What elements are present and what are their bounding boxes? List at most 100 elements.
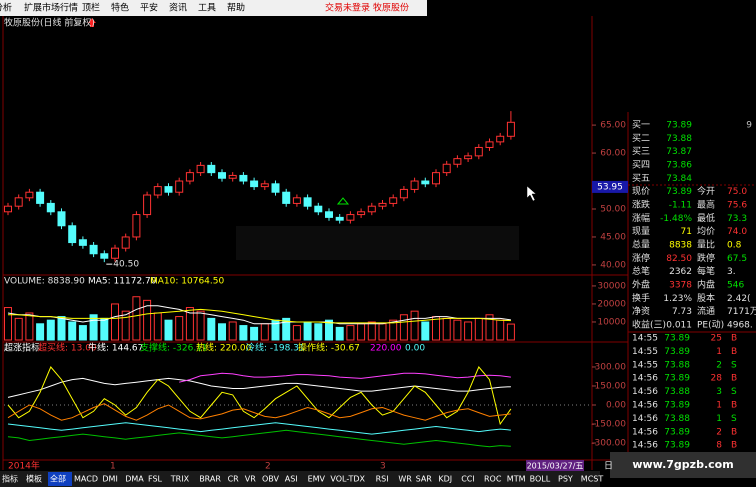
tab[interactable]: BRAR <box>199 475 221 484</box>
candle-body <box>228 174 237 179</box>
menu-item[interactable]: 特色 <box>111 2 129 14</box>
indicator-header: 热线: 220.00 <box>196 342 252 354</box>
tab[interactable]: DMA <box>125 475 144 484</box>
tab[interactable]: MACD <box>74 475 98 484</box>
candle-body <box>68 225 77 244</box>
tab[interactable]: 指标 <box>2 474 18 484</box>
quote-cell: PE(动) <box>697 319 724 330</box>
status-text: 交易未登录 <box>325 2 370 14</box>
volume-bar <box>346 325 355 341</box>
y-tick-label: 150.00 <box>595 381 627 391</box>
overlay-box <box>236 226 519 260</box>
volume-bar <box>185 307 194 341</box>
bid-cell: 73.84 <box>666 174 692 184</box>
tab[interactable]: 全部 <box>50 474 66 484</box>
tab[interactable]: VOL-TDX <box>330 475 365 484</box>
trade-cell: 73.88 <box>664 387 690 397</box>
candle-body <box>325 211 333 218</box>
volume-bar <box>196 310 205 341</box>
tab[interactable]: CCI <box>461 475 475 484</box>
candle-body <box>410 180 419 190</box>
y-tick-label: 60.00 <box>600 149 626 159</box>
tab[interactable]: RSI <box>376 475 389 484</box>
tab[interactable]: SAR <box>416 475 433 484</box>
menu-item[interactable]: 帮助 <box>227 2 245 14</box>
volume-bar <box>111 303 119 341</box>
tab[interactable]: TRIX <box>170 475 190 484</box>
tab[interactable]: MTM <box>507 475 526 484</box>
tab-bar <box>0 471 600 487</box>
tab[interactable]: 模板 <box>26 474 42 484</box>
trade-cell: 73.89 <box>664 374 690 384</box>
trade-cell: B <box>731 441 737 451</box>
trade-cell: 14:55 <box>632 334 658 344</box>
quote-cell: 流通 <box>697 305 715 317</box>
trade-cell: 73.89 <box>664 441 690 451</box>
volume-header: MA5: 11172.70 <box>88 277 157 287</box>
menu-item[interactable]: 工具 <box>198 3 216 14</box>
time-label: 2 <box>265 462 271 472</box>
trade-cell: B <box>731 401 737 411</box>
menu-item[interactable]: 分析 <box>0 2 12 14</box>
quote-cell: 内盘 <box>697 278 715 290</box>
line <box>8 308 511 324</box>
quote-cell: 量比 <box>697 238 715 250</box>
tab[interactable]: FSL <box>148 475 163 484</box>
quote-cell: 涨幅 <box>632 212 650 224</box>
quote-cell: 3378 <box>669 280 692 290</box>
trade-cell: S <box>731 414 737 424</box>
quote-cell: 75.0 <box>727 187 747 197</box>
tab[interactable]: PSY <box>558 475 573 484</box>
bid-cell: 9 <box>746 121 752 131</box>
tab[interactable]: EMV <box>308 475 326 484</box>
y-tick-label: 10000 <box>597 317 626 327</box>
quote-cell: 1.23% <box>663 294 692 304</box>
quote-cell: 7.73 <box>672 307 692 317</box>
trade-cell: 14:55 <box>632 347 658 357</box>
candle-body <box>496 135 505 143</box>
menu-item[interactable]: 资讯 <box>169 3 187 14</box>
volume-bar <box>250 326 259 341</box>
tab[interactable]: CR <box>228 475 240 484</box>
menu-item[interactable]: 扩展市场行情 <box>24 2 78 14</box>
trade-cell: B <box>731 427 737 437</box>
tab[interactable]: WR <box>398 475 412 484</box>
indicator-header: 牛线: 144.67 <box>88 342 143 354</box>
volume-bar <box>464 321 473 341</box>
quote-cell: 总笔 <box>632 265 650 277</box>
volume-bar <box>421 321 430 341</box>
candle-body <box>292 197 301 204</box>
indicator-header: 0.00 <box>405 344 425 354</box>
tab[interactable]: VR <box>245 475 256 484</box>
candle-body <box>100 253 109 259</box>
tab[interactable]: DMI <box>102 475 117 484</box>
volume-bar <box>442 317 451 341</box>
menu-bar <box>0 0 427 16</box>
volume-bar <box>132 296 141 341</box>
bid-cell: 73.88 <box>666 134 692 144</box>
candle-body <box>282 191 291 204</box>
y-tick-label: 0.00 <box>606 400 626 410</box>
low-label: 40.50 <box>113 260 139 270</box>
volume-bar <box>57 316 66 341</box>
candle-body <box>25 191 34 199</box>
candle-body <box>271 183 280 193</box>
tab[interactable]: BOLL <box>530 475 551 484</box>
line <box>7 377 511 398</box>
candle-body <box>335 216 344 221</box>
candle-body <box>78 239 87 246</box>
volume-bar <box>389 319 398 341</box>
menu-item[interactable]: 平安 <box>140 2 158 14</box>
trade-cell: 73.88 <box>664 414 690 424</box>
bid-cell: 买一 <box>632 120 650 131</box>
cursor-date-box <box>526 460 584 471</box>
tab[interactable]: KDJ <box>438 475 452 484</box>
tab[interactable]: OBV <box>262 475 280 484</box>
quote-cell: 现量 <box>632 226 650 237</box>
line <box>7 429 511 448</box>
tab[interactable]: ROC <box>484 475 502 484</box>
volume-bar <box>357 323 366 341</box>
menu-item[interactable]: 顶栏 <box>82 2 100 14</box>
tab[interactable]: ASI <box>285 475 298 484</box>
tab[interactable]: MCST <box>581 475 604 484</box>
